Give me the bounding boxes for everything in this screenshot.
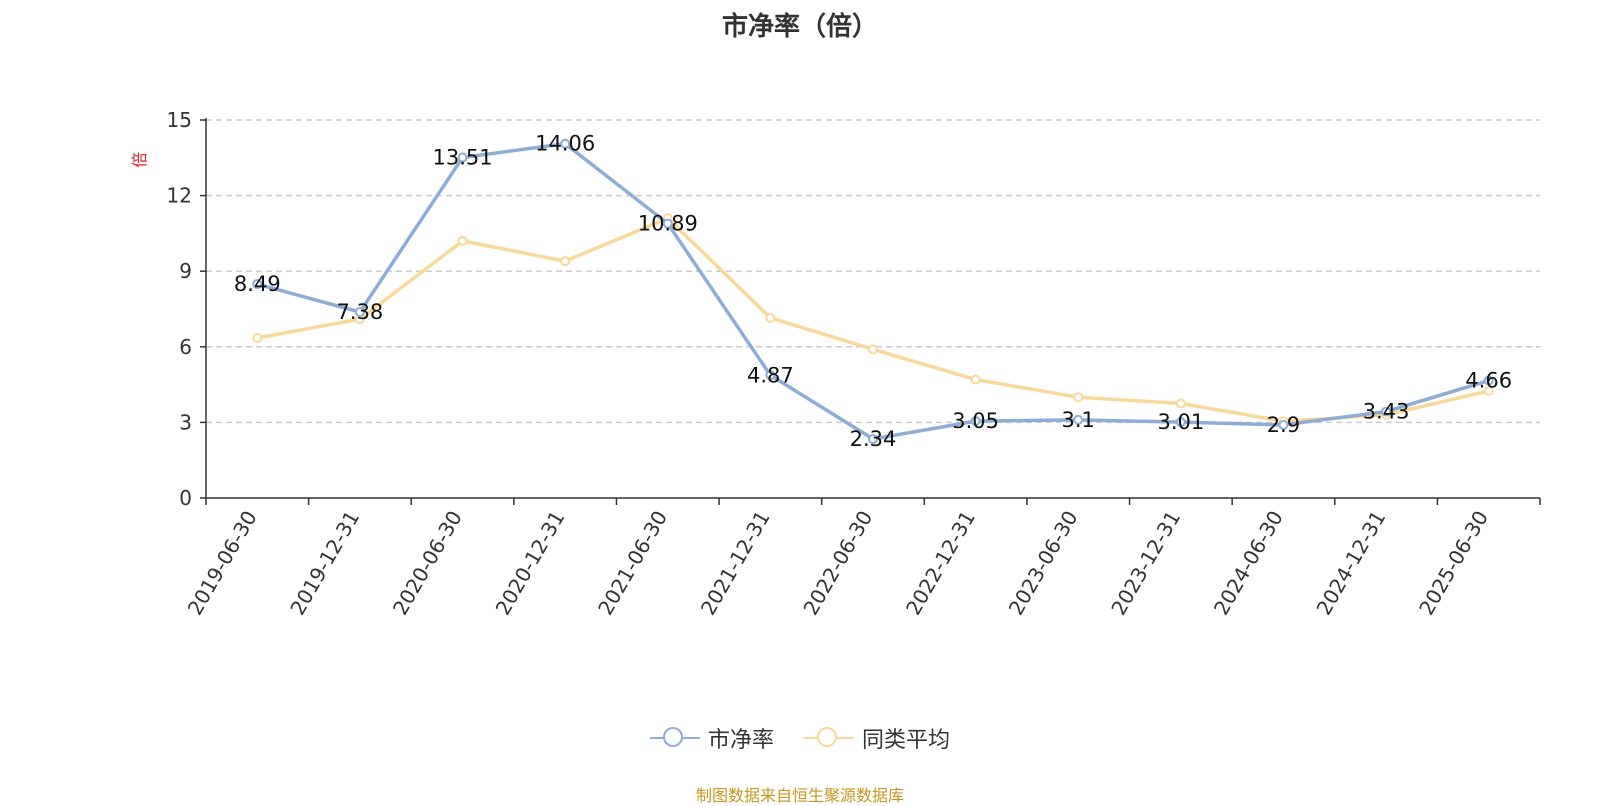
data-point-s1 (1175, 398, 1186, 409)
chart-title: 市净率（倍） (721, 12, 878, 42)
x-tick-label: 2021-12-31 (696, 507, 775, 620)
data-point-s0 (354, 307, 365, 318)
x-tick-label: 2021-06-30 (593, 507, 672, 620)
data-label: 3.05 (952, 409, 999, 433)
data-label: 2.34 (850, 427, 897, 451)
x-tick-label: 2023-06-30 (1004, 507, 1083, 620)
data-point-s0 (868, 434, 878, 445)
y-tick-label: 9 (179, 259, 192, 283)
data-label: 4.66 (1465, 369, 1512, 393)
data-label: 3.01 (1157, 410, 1204, 434)
x-tick-label: 2020-12-31 (491, 507, 570, 620)
data-point-s0 (1073, 414, 1084, 425)
series-line-0 (256, 141, 1490, 441)
data-label: 10.89 (638, 212, 698, 236)
data-point-s0 (252, 279, 263, 290)
x-tick-label: 2019-12-31 (285, 507, 364, 620)
legend-label-pb: 市净率 (707, 728, 774, 753)
x-tick-label: 2019-06-30 (183, 507, 262, 620)
y-tick-label: 6 (179, 335, 192, 359)
data-label: 4.87 (747, 363, 794, 387)
y-tick-label: 0 (179, 486, 192, 510)
data-point-s0 (970, 416, 981, 427)
x-tick-label: 2022-12-31 (901, 507, 980, 620)
x-tick-label: 2020-06-30 (388, 507, 467, 620)
data-point-s1 (1073, 392, 1084, 403)
data-point-s0 (560, 138, 571, 149)
legend-marker-peer-average (804, 726, 854, 750)
data-point-s1 (970, 374, 981, 385)
y-axis-label: 倍 (130, 152, 149, 168)
y-tick-label: 12 (167, 184, 192, 208)
data-label: 14.06 (535, 132, 595, 156)
data-label: 3.1 (1062, 408, 1095, 432)
data-label: 13.51 (432, 146, 492, 170)
data-point-s0 (457, 152, 468, 163)
legend-item-pb[interactable]: 市净率 (649, 722, 774, 754)
data-point-s0 (1175, 417, 1186, 428)
data-point-s0 (765, 370, 776, 381)
data-point-s1 (252, 332, 263, 343)
legend: 市净率 同类平均 (0, 722, 1600, 754)
data-point-s1 (1483, 385, 1494, 396)
x-tick-label: 2022-06-30 (798, 507, 877, 620)
axes: 0 3 6 9 12 15 2019-06-30 2019-12-31 2020-06-30 20… (167, 108, 1541, 620)
grid-lines (206, 119, 1540, 424)
data-label: 2.9 (1267, 413, 1300, 437)
x-tick-label: 2023-12-31 (1106, 507, 1185, 620)
legend-marker-pb (649, 726, 700, 750)
data-point-s0 (662, 218, 673, 229)
series-line-1 (256, 216, 1490, 423)
data-point-s0 (1381, 406, 1392, 417)
legend-item-peer-average[interactable]: 同类平均 (804, 722, 950, 754)
data-point-s1 (560, 256, 571, 267)
x-tick-label: 2024-12-31 (1312, 507, 1391, 620)
data-point-s1 (457, 235, 468, 246)
legend-label-peer-average: 同类平均 (862, 728, 951, 753)
data-labels: 8.49 7.38 13.51 14.06 10.89 4.87 2.34 3.05 3.1 3.… (234, 132, 1512, 451)
data-label: 3.43 (1363, 400, 1410, 424)
data-point-s0 (1278, 419, 1289, 430)
x-tick-label: 2024-06-30 (1209, 507, 1288, 620)
data-label: 7.38 (337, 300, 384, 324)
y-tick-label: 3 (179, 410, 192, 434)
data-label: 8.49 (234, 272, 281, 296)
data-point-s1 (868, 344, 878, 355)
data-point-s0 (1483, 375, 1494, 386)
y-tick-label: 15 (167, 108, 192, 132)
data-point-s1 (765, 312, 776, 323)
source-note: 制图数据来自恒生聚源数据库 (695, 786, 904, 805)
x-tick-label: 2025-06-30 (1414, 507, 1493, 620)
series-lines (252, 138, 1494, 445)
